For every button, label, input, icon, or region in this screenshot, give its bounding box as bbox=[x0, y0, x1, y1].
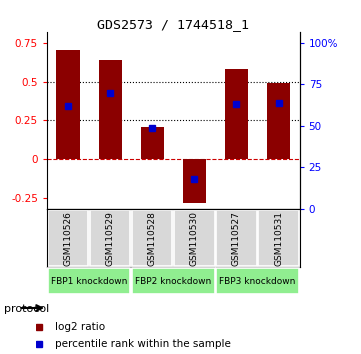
Text: FBP2 knockdown: FBP2 knockdown bbox=[135, 277, 212, 286]
Bar bbox=[183, 159, 206, 202]
Text: FBP3 knockdown: FBP3 knockdown bbox=[219, 277, 296, 286]
Text: GSM110531: GSM110531 bbox=[274, 211, 283, 266]
Title: GDS2573 / 1744518_1: GDS2573 / 1744518_1 bbox=[97, 18, 249, 31]
Bar bbox=[48, 268, 130, 295]
Text: GSM110529: GSM110529 bbox=[106, 211, 114, 266]
Bar bbox=[141, 127, 164, 159]
Text: GSM110528: GSM110528 bbox=[148, 211, 157, 266]
Text: FBP1 knockdown: FBP1 knockdown bbox=[51, 277, 127, 286]
Text: protocol: protocol bbox=[4, 304, 49, 314]
Text: GSM110527: GSM110527 bbox=[232, 211, 241, 266]
Bar bbox=[132, 268, 214, 295]
Bar bbox=[216, 268, 299, 295]
Bar bbox=[174, 210, 214, 266]
Bar bbox=[216, 210, 257, 266]
Bar bbox=[225, 69, 248, 159]
Text: log2 ratio: log2 ratio bbox=[55, 321, 105, 332]
Bar bbox=[56, 51, 79, 159]
Text: GSM110530: GSM110530 bbox=[190, 211, 199, 266]
Bar bbox=[258, 210, 299, 266]
Text: GSM110526: GSM110526 bbox=[64, 211, 73, 266]
Bar bbox=[90, 210, 130, 266]
Text: percentile rank within the sample: percentile rank within the sample bbox=[55, 339, 231, 349]
Bar bbox=[267, 83, 290, 159]
Bar bbox=[99, 60, 122, 159]
Bar bbox=[132, 210, 173, 266]
Bar bbox=[48, 210, 88, 266]
